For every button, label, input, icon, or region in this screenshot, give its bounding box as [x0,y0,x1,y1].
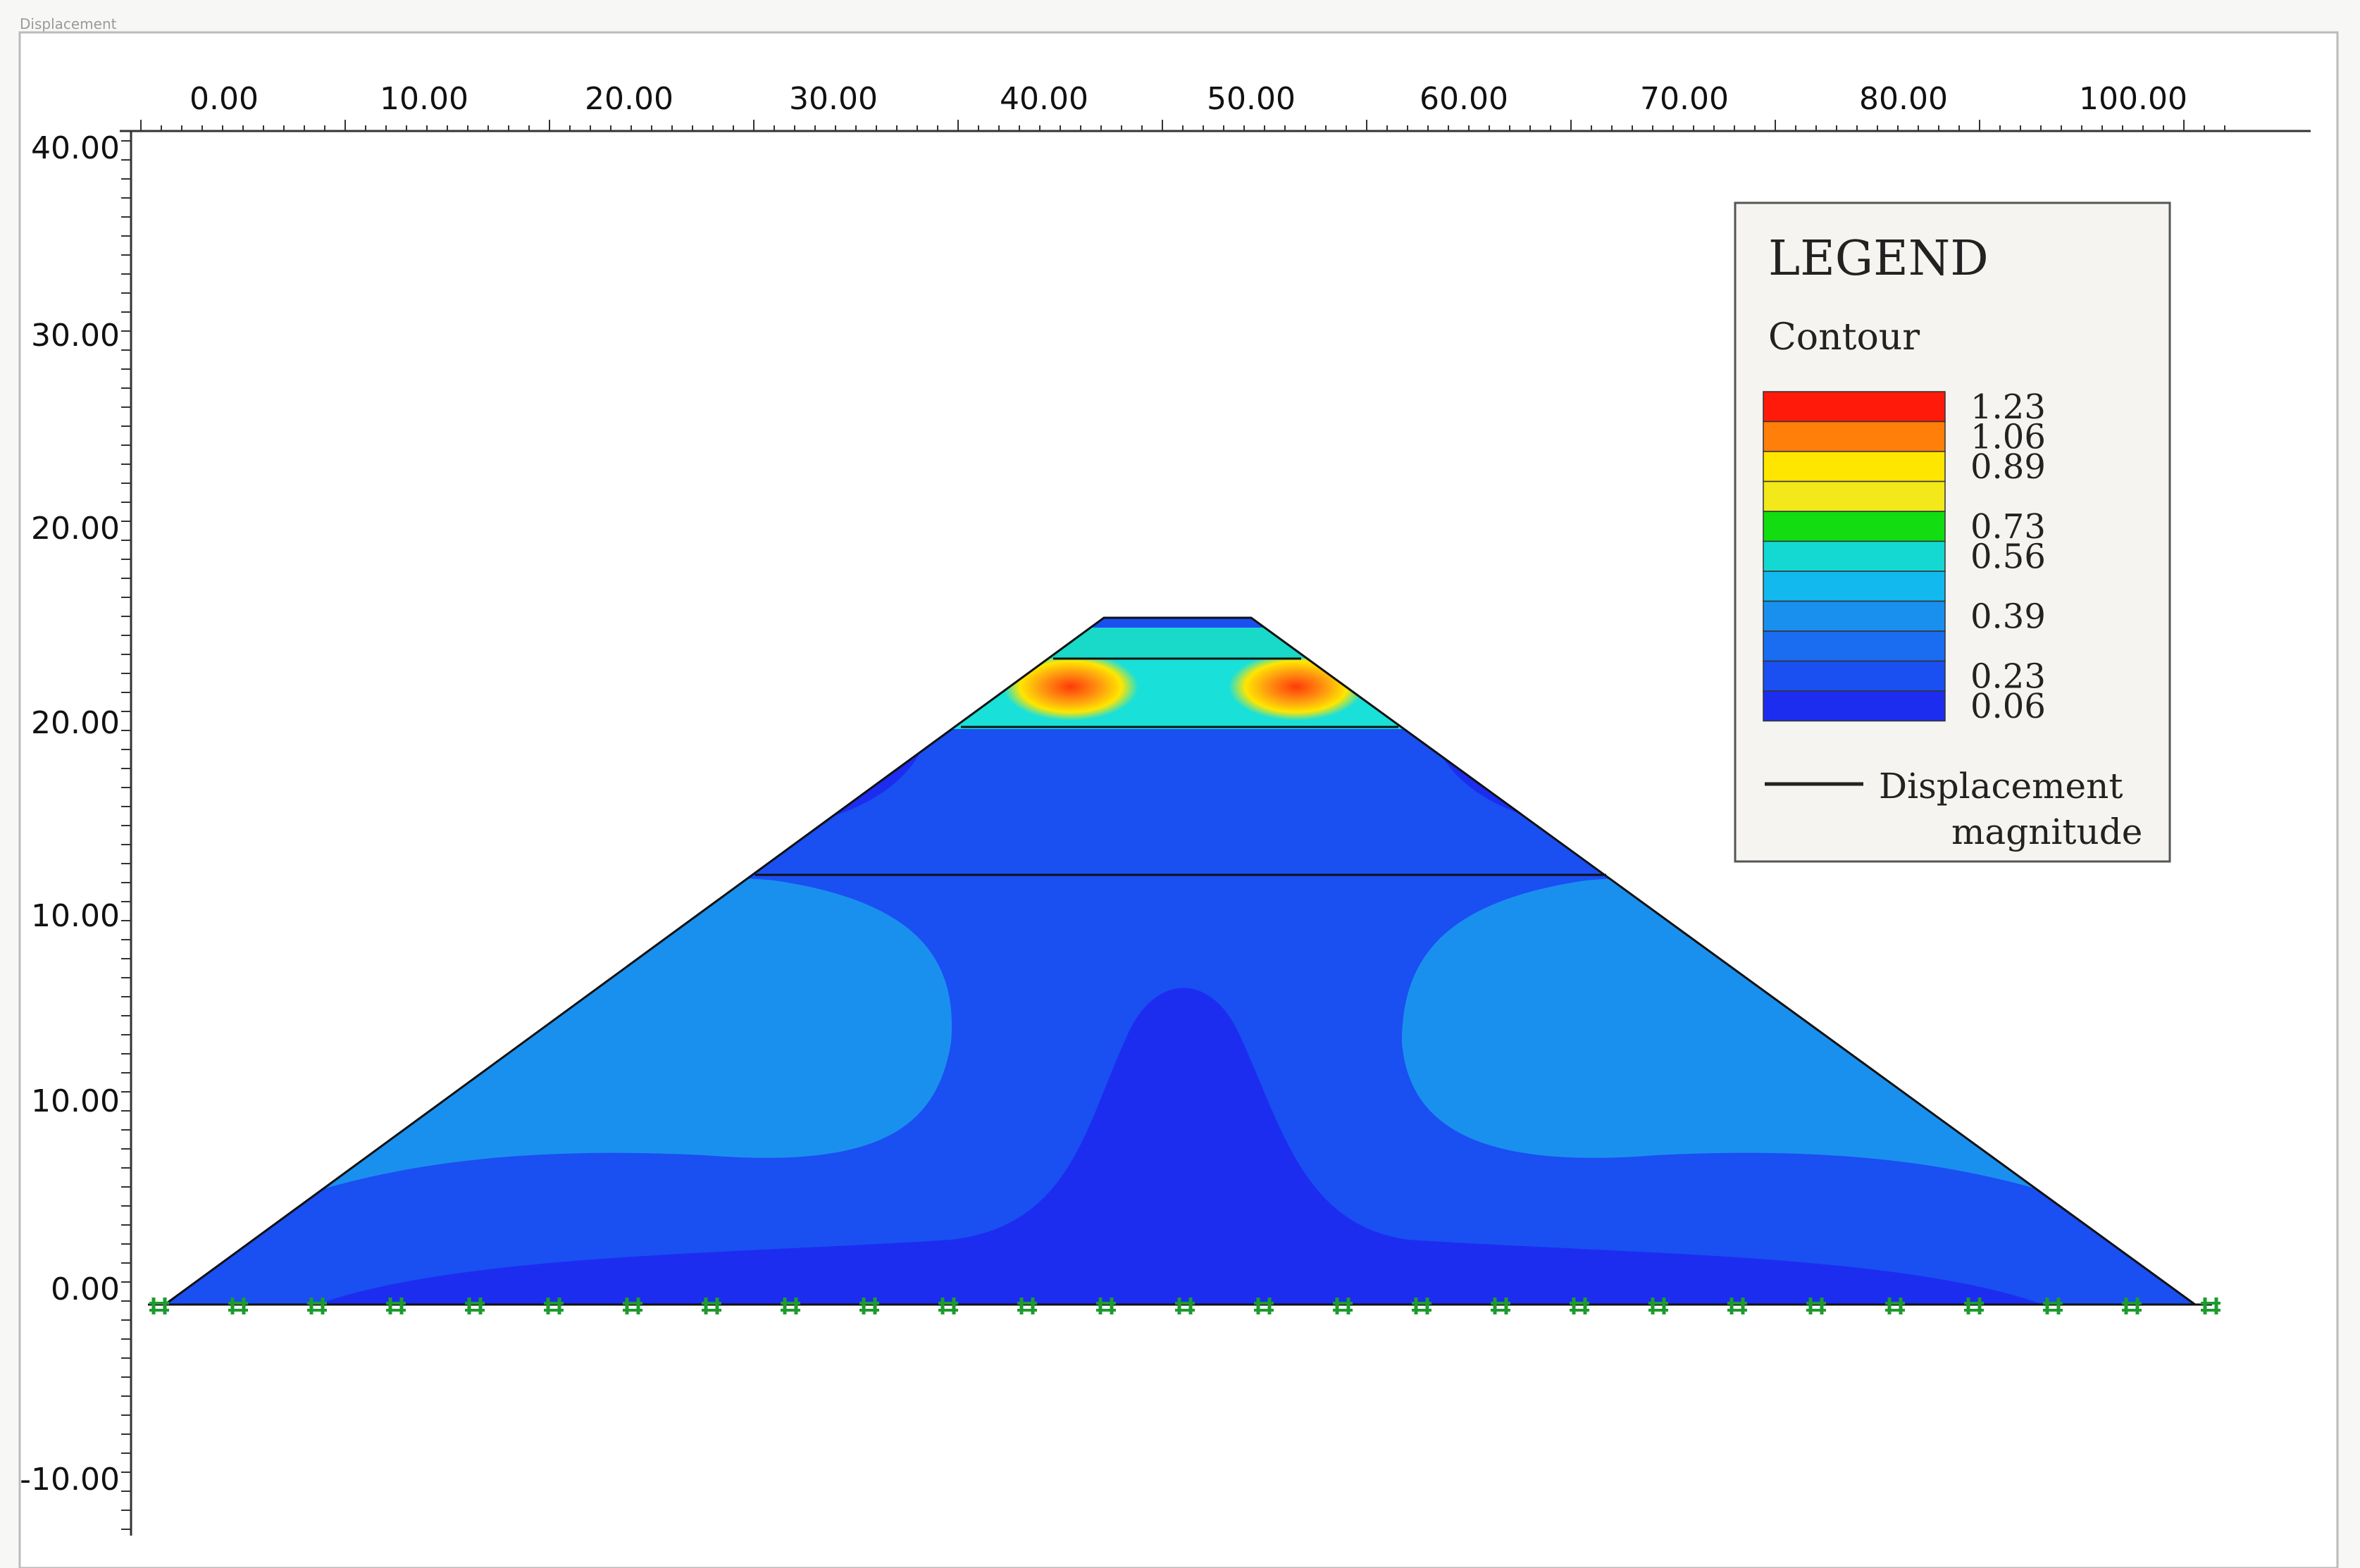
fixity-icon [2043,1298,2063,1314]
fixity-icon [1412,1298,1431,1314]
fixity-icon [938,1298,958,1314]
legend-swatch [1763,660,1946,692]
y-tick-label: -10.00 [20,1462,120,1498]
fixity-icon [149,1298,169,1314]
fixity-icon [1333,1298,1353,1314]
fixity-icon [1648,1298,1668,1314]
fixity-icon [1885,1298,1905,1314]
fixity-icon [386,1298,406,1314]
y-tick-label: 30.00 [31,318,120,354]
fixity-icon [1806,1298,1826,1314]
x-tick-label: 70.00 [1640,81,1729,117]
y-tick-label: 20.00 [31,511,120,547]
x-tick-label: 100.00 [2079,81,2187,117]
x-tick-label: 80.00 [1859,81,1948,117]
x-tick-label: 10.00 [380,81,468,117]
legend-swatch [1763,511,1946,542]
fixity-icon [702,1298,721,1314]
fixity-icon [1096,1298,1116,1314]
fixity-icon [2201,1298,2221,1314]
legend-line-label-2: magnitude [1951,811,2142,852]
legend-swatch [1763,480,1946,512]
legend-swatch [1763,421,1946,452]
top-ruler: 0.00 10.00 20.00 30.00 40.00 50.00 60.00 70.00 8… [120,81,2311,132]
y-tick-label: 40.00 [31,130,120,166]
legend-value: 0.73 [1970,507,2046,547]
legend-swatch [1763,600,1946,632]
legend-value: 0.23 [1970,657,2046,697]
window-title: Displacement [20,15,117,32]
legend-value: 0.56 [1970,537,2046,577]
left-ruler: 40.00 30.00 20.00 20.00 10.00 10.00 0.00 -10.00 [20,130,132,1536]
x-tick-label: 60.00 [1420,81,1508,117]
legend-value: 0.39 [1970,597,2046,637]
fixity-icon [1727,1298,1747,1314]
legend-subtitle: Contour [1768,316,1920,359]
x-tick-label: 30.00 [789,81,878,117]
fixity-icon [465,1298,485,1314]
fixity-icon [544,1298,564,1314]
y-tick-label: 10.00 [31,898,120,934]
legend-line-label: Displacement [1879,766,2123,807]
fixity-icon [1964,1298,1984,1314]
y-tick-label: 20.00 [31,705,120,741]
legend-value: 1.06 [1970,418,2046,457]
fixity-supports [149,1298,2221,1314]
legend-swatch [1763,391,1946,423]
fixity-icon [623,1298,642,1314]
fixity-icon [1491,1298,1510,1314]
legend-value: 0.89 [1970,447,2046,487]
x-tick-label: 0.00 [190,81,259,117]
legend-swatch [1763,571,1946,602]
fixity-icon [1017,1298,1037,1314]
fixity-icon [2122,1298,2142,1314]
y-tick-label: 10.00 [31,1083,120,1119]
legend-swatch [1763,451,1946,483]
legend-value: 1.23 [1970,387,2046,427]
legend-swatch [1763,690,1946,722]
legend-title: LEGEND [1768,231,1989,287]
x-tick-label: 40.00 [1000,81,1088,117]
fixity-icon [859,1298,879,1314]
fixity-icon [1570,1298,1589,1314]
legend: LEGEND Contour 1.231.060.89 0.730.56 0.39 0… [1734,201,2171,863]
fixity-icon [1175,1298,1195,1314]
fixity-icon [307,1298,327,1314]
x-tick-label: 50.00 [1207,81,1296,117]
y-tick-label: 0.00 [51,1271,120,1307]
x-tick-label: 20.00 [585,81,673,117]
fixity-icon [228,1298,248,1314]
legend-swatch [1763,540,1946,572]
legend-value: 0.06 [1970,687,2046,726]
fixity-icon [1254,1298,1274,1314]
fixity-icon [781,1298,800,1314]
legend-swatch [1763,630,1946,662]
